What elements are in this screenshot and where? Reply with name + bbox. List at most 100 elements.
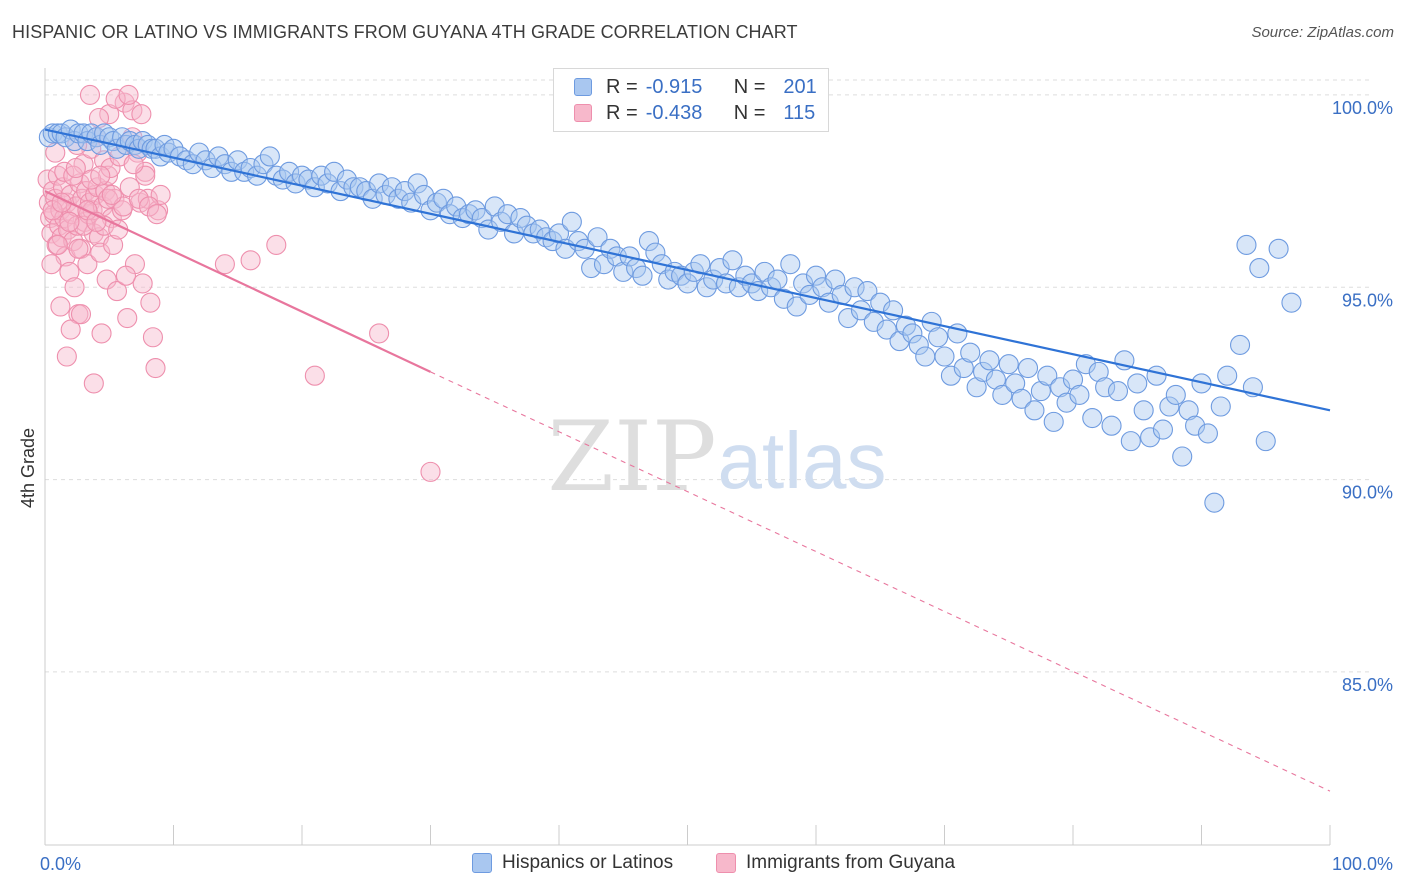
guyana-point: [45, 142, 66, 163]
watermark-atlas: atlas: [718, 416, 887, 505]
guyana-point: [99, 104, 120, 125]
guyana-trendline: [44, 190, 431, 373]
guyana-point: [103, 234, 124, 255]
hispanic-point: [1159, 396, 1180, 417]
legend-label-guyana: Immigrants from Guyana: [746, 852, 956, 873]
hispanic-point: [613, 261, 634, 282]
hispanic-point: [1024, 400, 1045, 421]
hispanic-point: [458, 204, 480, 225]
guyana-point: [90, 165, 111, 186]
hispanic-point: [780, 254, 801, 275]
hispanic-point: [960, 342, 981, 363]
hispanic-point: [484, 196, 505, 217]
hispanic-point: [1075, 354, 1096, 375]
guyana-point: [145, 357, 166, 379]
hispanic-point: [767, 269, 788, 290]
hispanic-point: [227, 150, 248, 171]
guyana-point: [101, 184, 122, 205]
x-tick-label: 100.0%: [1332, 854, 1393, 874]
legend-n-value: 201: [783, 75, 817, 98]
hispanic-point: [1140, 427, 1161, 448]
legend-n-label: N =: [733, 101, 766, 124]
guyana-point: [70, 304, 92, 325]
hispanic-point: [1043, 411, 1064, 432]
legend-r-value: -0.438: [645, 101, 703, 124]
guyana-point: [56, 346, 77, 367]
guyana-point: [96, 269, 117, 290]
hispanic-point: [1095, 377, 1116, 398]
watermark-zip: ZIP: [547, 401, 716, 513]
hispanic-point: [677, 273, 698, 294]
hispanic-point: [349, 177, 370, 198]
guyana-point: [41, 223, 62, 244]
hispanic-point: [446, 196, 467, 217]
x-tick-label: 0.0%: [40, 854, 81, 874]
hispanic-point: [1217, 365, 1238, 386]
legend-item-guyana[interactable]: Immigrants from Guyana: [716, 852, 955, 874]
hispanic-point: [902, 323, 923, 344]
guyana-point: [91, 323, 112, 344]
hispanic-point: [979, 350, 1000, 371]
gridlines: [45, 79, 1370, 673]
source-note: Source: ZipAtlas.com: [1251, 24, 1394, 41]
hispanic-point: [1281, 292, 1302, 313]
hispanic-point: [433, 188, 454, 209]
hispanic-point: [587, 227, 608, 248]
hispanic-point: [773, 288, 794, 309]
hispanic-point: [1204, 492, 1225, 513]
guyana-point: [146, 204, 167, 225]
y-tick-label: 90.0%: [1342, 483, 1393, 503]
legend-n-value: 115: [783, 101, 816, 124]
guyana-point: [59, 211, 80, 232]
legend-swatch-guyana: [574, 104, 592, 122]
hispanic-point: [1255, 431, 1276, 452]
hispanic-point: [1005, 373, 1026, 394]
guyana-point: [83, 373, 104, 394]
guyana-point: [105, 88, 126, 109]
hispanic-point: [1050, 377, 1071, 398]
hispanic-point: [805, 265, 827, 286]
hispanic-point: [793, 273, 814, 294]
guyana-point: [140, 292, 161, 313]
legend-n-label: N =: [733, 75, 766, 98]
legend-swatch-hispanic: [574, 78, 592, 96]
hispanic-point: [857, 281, 878, 302]
hispanic-point: [414, 184, 435, 205]
hispanic-point: [497, 204, 518, 225]
hispanic-point: [561, 211, 582, 232]
correlation-legend: R = -0.915 N = 201 R = -0.438 N = 115: [553, 68, 829, 132]
hispanic-point: [317, 173, 338, 194]
hispanic-point: [401, 192, 422, 213]
legend-r-value: -0.915: [645, 75, 703, 98]
hispanic-point: [863, 311, 884, 332]
hispanic-point: [1017, 357, 1039, 379]
hispanic-point: [632, 265, 653, 286]
guyana-point: [64, 277, 85, 298]
hispanic-point: [1069, 384, 1090, 406]
guyana-point: [65, 157, 86, 179]
hispanic-point: [722, 250, 743, 271]
hispanic-point: [928, 327, 949, 348]
guyana-point: [131, 104, 152, 125]
legend-swatch-guyana: [716, 853, 736, 873]
hispanic-point: [1120, 431, 1141, 452]
legend-row-guyana: R = -0.438 N = 115: [574, 100, 815, 126]
y-tick-label: 100.0%: [1332, 98, 1393, 118]
guyana-point: [240, 250, 261, 271]
y-axis-label: 4th Grade: [18, 428, 38, 508]
trendlines: [44, 128, 1331, 792]
hispanic-point: [876, 319, 897, 340]
legend-r-label: R =: [606, 101, 638, 124]
y-tick-label: 95.0%: [1342, 290, 1393, 310]
guyana-point: [50, 296, 71, 317]
hispanic-point: [1037, 365, 1058, 386]
hispanic-point: [754, 261, 775, 282]
legend-item-hispanic[interactable]: Hispanics or Latinos: [472, 852, 673, 874]
guyana-point: [41, 254, 62, 275]
hispanic-point: [966, 377, 987, 398]
hispanic-point: [1088, 361, 1109, 382]
hispanic-point: [838, 307, 859, 329]
guyana-point: [304, 365, 325, 386]
hispanic-point: [985, 369, 1006, 390]
